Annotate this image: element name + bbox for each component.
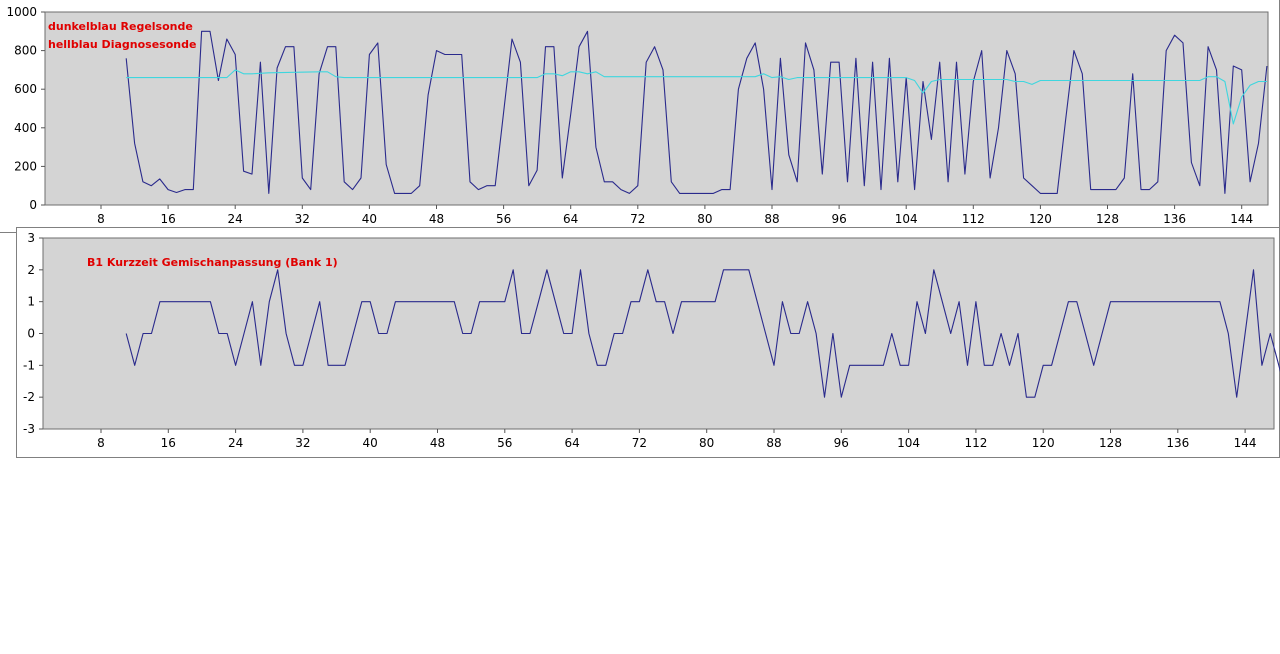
x-tick-label: 80 xyxy=(697,212,712,226)
chart-annotation: hellblau Diagnosesonde xyxy=(48,38,196,51)
y-tick-label: -2 xyxy=(23,390,35,404)
x-tick-label: 8 xyxy=(97,212,105,226)
series-line-1 xyxy=(126,69,1267,125)
x-tick-label: 96 xyxy=(834,436,849,450)
x-tick-label: 48 xyxy=(430,436,445,450)
series-line-0 xyxy=(125,30,1268,194)
y-tick-label: 3 xyxy=(27,231,35,245)
x-tick-label: 48 xyxy=(429,212,444,226)
x-tick-label: 88 xyxy=(766,436,781,450)
y-tick-label: 800 xyxy=(14,44,37,58)
x-tick-label: 88 xyxy=(764,212,779,226)
y-tick-label: 2 xyxy=(27,263,35,277)
chart-annotation: dunkelblau Regelsonde xyxy=(48,20,193,33)
x-tick-label: 24 xyxy=(228,436,243,450)
y-tick-label: -3 xyxy=(23,422,35,436)
x-tick-label: 8 xyxy=(97,436,105,450)
x-tick-label: 80 xyxy=(699,436,714,450)
chart-annotation: B1 Kurzzeit Gemischanpassung (Bank 1) xyxy=(87,256,338,269)
y-tick-label: -1 xyxy=(23,358,35,372)
y-tick-label: 0 xyxy=(27,327,35,341)
x-tick-label: 128 xyxy=(1099,436,1122,450)
x-tick-label: 24 xyxy=(228,212,243,226)
x-tick-label: 16 xyxy=(161,436,176,450)
x-tick-label: 112 xyxy=(962,212,985,226)
x-tick-label: 136 xyxy=(1163,212,1186,226)
x-tick-label: 40 xyxy=(363,436,378,450)
x-tick-label: 72 xyxy=(632,436,647,450)
y-tick-label: 0 xyxy=(29,198,37,212)
x-tick-label: 144 xyxy=(1234,436,1257,450)
x-tick-label: 72 xyxy=(630,212,645,226)
x-tick-label: 56 xyxy=(496,212,511,226)
y-tick-label: 1 xyxy=(27,295,35,309)
x-tick-label: 32 xyxy=(295,436,310,450)
y-tick-label: 1000 xyxy=(6,5,37,19)
x-tick-label: 112 xyxy=(964,436,987,450)
x-tick-label: 16 xyxy=(160,212,175,226)
x-tick-label: 144 xyxy=(1230,212,1253,226)
y-tick-label: 200 xyxy=(14,159,37,173)
x-tick-label: 104 xyxy=(897,436,920,450)
x-tick-label: 128 xyxy=(1096,212,1119,226)
fuel-trim-chart: -3 -2 -1 0 1 2 3 8 16 24 32 40 48 56 64 72 80 88 96 104 112 1… xyxy=(23,231,1280,450)
x-tick-label: 64 xyxy=(564,436,579,450)
x-tick-label: 120 xyxy=(1029,212,1052,226)
x-tick-label: 32 xyxy=(295,212,310,226)
x-tick-label: 136 xyxy=(1166,436,1189,450)
x-tick-label: 104 xyxy=(895,212,918,226)
series-line-0 xyxy=(125,269,1280,398)
fuel-trim-plot-area xyxy=(42,237,1275,430)
x-tick-label: 96 xyxy=(831,212,846,226)
lambda-sensor-chart: 0 200 400 600 800 1000 8 16 24 32 40 48 56 64 72 80 88 96… xyxy=(6,5,1269,226)
y-tick-label: 600 xyxy=(14,82,37,96)
x-tick-label: 120 xyxy=(1032,436,1055,450)
y-tick-label: 400 xyxy=(14,121,37,135)
x-tick-label: 40 xyxy=(362,212,377,226)
x-tick-label: 64 xyxy=(563,212,578,226)
x-tick-label: 56 xyxy=(497,436,512,450)
